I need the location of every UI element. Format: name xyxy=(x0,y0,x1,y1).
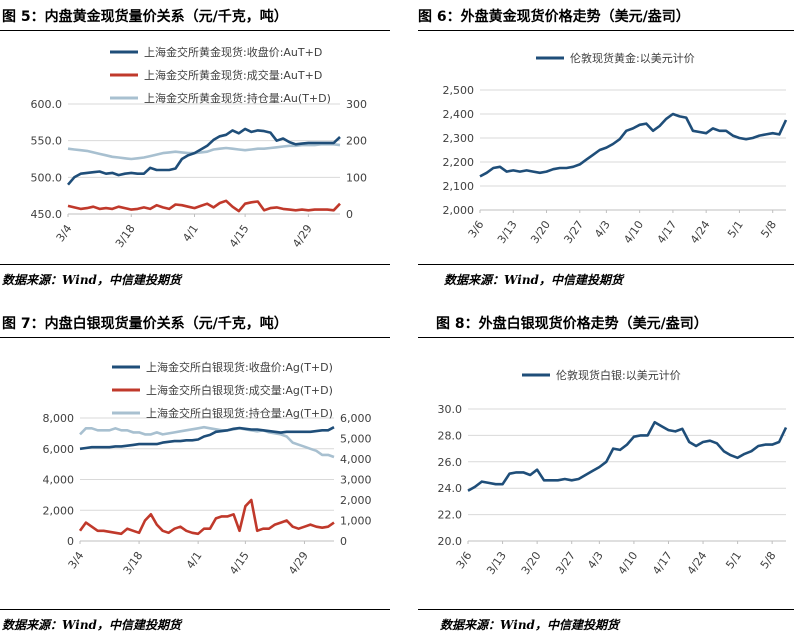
y-tick-label-left: 24.0 xyxy=(438,482,463,495)
legend-label: 伦敦现货黄金:以美元计价 xyxy=(570,51,695,65)
y-tick-label-left: 450.0 xyxy=(31,208,63,221)
y-tick-label-left: 26.0 xyxy=(438,456,463,469)
x-tick-label: 3/4 xyxy=(54,222,75,244)
source-note: 数据来源：Wind，中信建投期货 xyxy=(444,273,623,287)
legend-label: 上海金交所白银现货:持仓量:Ag(T+D) xyxy=(146,406,333,420)
series-line xyxy=(67,143,341,161)
y-tick-label-right: 5,000 xyxy=(340,433,372,446)
x-tick-label: 3/27 xyxy=(553,549,578,577)
chart-title: 图 8：外盘白银现货价格走势（美元/盎司） xyxy=(436,316,708,332)
x-tick-label: 3/13 xyxy=(495,218,520,246)
y-tick-label-left: 500.0 xyxy=(31,171,63,184)
y-tick-label-left: 2,100 xyxy=(443,180,475,193)
x-tick-label: 4/24 xyxy=(685,549,710,577)
chart-title: 图 7：内盘白银现货量价关系（元/千克，吨） xyxy=(2,316,288,332)
x-tick-label: 4/3 xyxy=(585,549,606,571)
x-tick-label: 3/13 xyxy=(484,549,509,577)
source-rule xyxy=(0,264,390,265)
x-tick-label: 4/17 xyxy=(650,549,675,577)
y-tick-label-left: 2,400 xyxy=(443,108,475,121)
x-tick-label: 4/17 xyxy=(655,218,680,246)
x-tick-label: 4/15 xyxy=(227,222,252,250)
legend-label: 上海金交所黄金现货:收盘价:AuT+D xyxy=(144,45,322,59)
title-rule xyxy=(0,337,390,338)
legend-label: 上海金交所黄金现货:持仓量:Au(T+D) xyxy=(144,91,331,105)
source-note: 数据来源：Wind，中信建投期货 xyxy=(440,618,619,632)
chart-silver-domestic: 0 2,000 4,000 6,000 8,000 0 1,000 2,000 3,000 4,0… xyxy=(43,360,372,577)
y-tick-label-left: 30.0 xyxy=(438,403,463,416)
x-tick-label: 3/18 xyxy=(113,222,138,250)
x-tick-label: 4/10 xyxy=(621,218,646,246)
legend-label: 伦敦现货白银:以美元计价 xyxy=(556,368,681,382)
x-tick-label: 3/27 xyxy=(561,218,586,246)
x-tick-label: 4/1 xyxy=(180,222,201,244)
x-tick-label: 3/20 xyxy=(519,549,544,577)
x-tick-label: 4/29 xyxy=(290,222,315,250)
title-rule xyxy=(0,30,390,31)
x-tick-label: 3/20 xyxy=(528,218,553,246)
series-line xyxy=(467,420,788,492)
source-rule xyxy=(418,264,794,265)
source-note: 数据来源：Wind，中信建投期货 xyxy=(2,273,181,287)
x-tick-label: 3/18 xyxy=(121,549,146,577)
series-line xyxy=(79,426,335,451)
series-line xyxy=(67,199,341,213)
x-tick-label: 4/10 xyxy=(616,549,641,577)
y-tick-label-left: 550.0 xyxy=(31,135,63,148)
source-rule xyxy=(0,609,390,610)
chart-title: 图 5：内盘黄金现货量价关系（元/千克，吨） xyxy=(2,9,288,25)
x-tick-label: 4/15 xyxy=(227,549,252,577)
title-rule xyxy=(418,337,794,338)
y-tick-label-right: 300 xyxy=(346,98,367,111)
y-tick-label-left: 6,000 xyxy=(43,443,75,456)
x-tick-label: 4/1 xyxy=(184,549,205,571)
chart-gold-international: 2,000 2,100 2,200 2,300 2,400 2,500 3/6 3/13 3/2… xyxy=(443,51,788,246)
y-tick-label-left: 600.0 xyxy=(31,98,63,111)
y-tick-label-left: 20.0 xyxy=(438,535,463,548)
source-note: 数据来源：Wind，中信建投期货 xyxy=(2,618,181,632)
x-tick-label: 3/6 xyxy=(454,549,475,571)
x-tick-label: 4/29 xyxy=(286,549,311,577)
y-tick-label-left: 2,000 xyxy=(43,504,75,517)
y-tick-label-right: 100 xyxy=(346,171,367,184)
y-tick-label-left: 28.0 xyxy=(438,429,463,442)
y-tick-label-left: 2,000 xyxy=(443,204,475,217)
y-tick-label-left: 4,000 xyxy=(43,474,75,487)
series-line xyxy=(78,498,335,536)
y-tick-label-left: 2,200 xyxy=(443,156,475,169)
y-tick-label-right: 3,000 xyxy=(340,474,372,487)
legend-label: 上海金交所白银现货:成交量:Ag(T+D) xyxy=(146,383,333,397)
y-tick-label-left: 0 xyxy=(67,535,74,548)
legend-label: 上海金交所黄金现货:成交量:AuT+D xyxy=(144,68,322,82)
y-tick-label-right: 0 xyxy=(346,208,353,221)
x-tick-label: 5/1 xyxy=(723,549,744,571)
chart-title: 图 6：外盘黄金现货价格走势（美元/盎司） xyxy=(418,9,690,25)
y-tick-label-left: 8,000 xyxy=(43,412,75,425)
y-tick-label-right: 200 xyxy=(346,135,367,148)
y-tick-label-right: 2,000 xyxy=(340,494,372,507)
y-tick-label-left: 2,500 xyxy=(443,84,475,97)
legend-label: 上海金交所白银现货:收盘价:Ag(T+D) xyxy=(146,360,333,374)
x-tick-label: 3/6 xyxy=(466,218,487,240)
chart-silver-international: 20.0 22.0 24.0 26.0 28.0 30.0 3/6 3/13 3/20 3/27 4… xyxy=(438,368,788,577)
y-tick-label-left: 22.0 xyxy=(438,509,463,522)
y-tick-label-right: 6,000 xyxy=(340,412,372,425)
x-tick-label: 5/1 xyxy=(725,218,746,240)
series-line xyxy=(67,127,341,186)
x-tick-label: 5/8 xyxy=(758,549,779,571)
series-line xyxy=(79,425,335,459)
title-rule xyxy=(418,30,794,31)
series-line xyxy=(479,112,788,178)
y-tick-label-right: 1,000 xyxy=(340,515,372,528)
y-tick-label-left: 2,300 xyxy=(443,132,475,145)
y-tick-label-right: 0 xyxy=(340,535,347,548)
x-tick-label: 3/4 xyxy=(66,549,87,571)
y-tick-label-right: 4,000 xyxy=(340,453,372,466)
chart-gold-domestic: 450.0 500.0 550.0 600.0 0 100 200 300 3/4 3/18 4/1… xyxy=(31,45,368,250)
source-rule xyxy=(418,609,794,610)
x-tick-label: 4/3 xyxy=(592,218,613,240)
x-tick-label: 4/24 xyxy=(688,218,713,246)
x-tick-label: 5/8 xyxy=(758,218,779,240)
